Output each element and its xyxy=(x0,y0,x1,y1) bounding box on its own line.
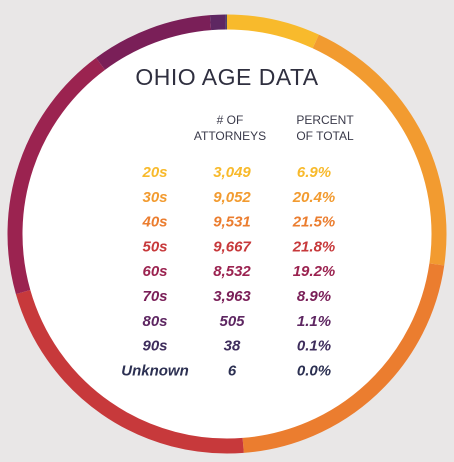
count-label: 9,667 xyxy=(213,238,251,255)
count-label: 3,963 xyxy=(213,288,251,305)
count-label: 9,531 xyxy=(213,214,251,231)
donut-segment xyxy=(226,14,319,49)
category-label: 70s xyxy=(142,288,167,305)
chart-title: OHIO AGE DATA xyxy=(135,64,318,90)
category-label: 20s xyxy=(141,164,167,181)
percent-label: 20.4% xyxy=(292,189,336,206)
percent-label: 8.9% xyxy=(297,288,331,305)
count-label: 3,049 xyxy=(213,164,251,181)
category-label: 90s xyxy=(142,338,167,355)
count-label: 505 xyxy=(219,313,245,330)
donut-segment xyxy=(96,15,212,70)
category-label: 50s xyxy=(142,238,167,255)
percent-label: 21.8% xyxy=(292,238,336,255)
percent-label: 6.9% xyxy=(297,164,331,181)
donut-segment xyxy=(242,263,445,453)
count-label: 6 xyxy=(228,362,237,379)
category-label: 60s xyxy=(142,263,167,280)
donut-segment xyxy=(7,57,105,295)
count-label: 38 xyxy=(224,338,241,355)
donut-segment xyxy=(312,34,447,266)
percent-label: 0.0% xyxy=(297,362,331,379)
inner-disc xyxy=(15,22,439,446)
percent-label: 19.2% xyxy=(293,263,336,280)
category-label: 40s xyxy=(141,214,167,231)
count-label: 8,532 xyxy=(213,263,251,280)
column-header: # OF xyxy=(217,113,244,127)
percent-label: 21.5% xyxy=(292,214,336,231)
category-label: 30s xyxy=(142,189,167,206)
category-label: 80s xyxy=(142,313,167,330)
column-header: ATTORNEYS xyxy=(194,129,266,143)
column-header: OF TOTAL xyxy=(296,129,354,143)
donut-segment xyxy=(209,14,226,31)
donut-segment xyxy=(15,290,244,454)
count-label: 9,052 xyxy=(213,189,251,206)
column-header: PERCENT xyxy=(296,113,354,127)
percent-label: 1.1% xyxy=(297,313,331,330)
percent-label: 0.1% xyxy=(297,338,331,355)
category-label: Unknown xyxy=(121,362,189,379)
